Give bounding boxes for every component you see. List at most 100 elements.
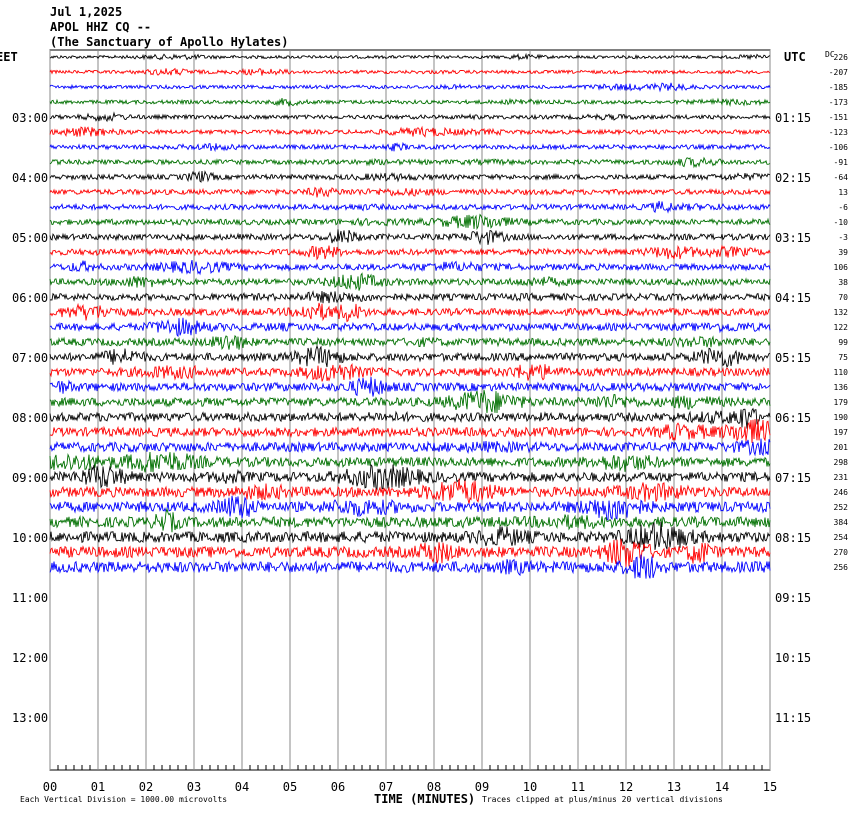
- dc-offset: 384: [834, 518, 849, 527]
- trace: [49, 67, 771, 76]
- plot-frame: [49, 49, 771, 771]
- dc-offset: 298: [834, 458, 849, 467]
- dc-offset: 226: [834, 53, 849, 62]
- trace: [49, 244, 771, 261]
- right-hour-label: 03:15: [775, 231, 811, 245]
- trace: [49, 451, 771, 473]
- location: (The Sanctuary of Apollo Hylates): [50, 35, 288, 49]
- dc-offset: -91: [834, 158, 849, 167]
- trace: [49, 200, 771, 214]
- right-hour-label: 09:15: [775, 591, 811, 605]
- trace: [49, 438, 771, 457]
- x-tick-label: 07: [379, 780, 393, 794]
- trace: [49, 344, 771, 368]
- trace: [49, 52, 771, 62]
- left-hour-label: 12:00: [12, 651, 48, 665]
- trace: [49, 156, 771, 169]
- dc-offset: 136: [834, 383, 849, 392]
- dc-offset: -6: [838, 203, 848, 212]
- dc-offset: -151: [829, 113, 848, 122]
- x-tick-label: 04: [235, 780, 249, 794]
- dc-offset: 197: [834, 428, 849, 437]
- dc-offset: 122: [834, 323, 849, 332]
- left-hour-label: 03:00: [12, 111, 48, 125]
- trace: [49, 97, 771, 108]
- dc-offset: 106: [834, 263, 849, 272]
- dc-offset: 39: [838, 248, 848, 257]
- dc-offset: 99: [838, 338, 848, 347]
- trace: [49, 495, 771, 521]
- dc-offset: 132: [834, 308, 849, 317]
- left-hour-label: 07:00: [12, 351, 48, 365]
- station: APOL HHZ CQ --: [50, 20, 151, 34]
- dc-offset: 254: [834, 533, 849, 542]
- dc-offset: 270: [834, 548, 849, 557]
- right-hour-label: 01:15: [775, 111, 811, 125]
- trace: [49, 272, 771, 291]
- dc-offset: 246: [834, 488, 849, 497]
- left-hour-label: 08:00: [12, 411, 48, 425]
- trace: [49, 317, 771, 338]
- trace: [49, 290, 771, 304]
- trace: [49, 229, 771, 246]
- right-hour-label: 07:15: [775, 471, 811, 485]
- trace: [49, 463, 771, 491]
- left-axis-title: EET: [0, 50, 18, 64]
- x-tick-label: 14: [715, 780, 729, 794]
- right-hour-label: 02:15: [775, 171, 811, 185]
- x-tick-label: 13: [667, 780, 681, 794]
- x-tick-label: 06: [331, 780, 345, 794]
- trace: [49, 419, 771, 443]
- x-tick-label: 05: [283, 780, 297, 794]
- trace: [49, 554, 771, 579]
- dc-offset: -10: [834, 218, 849, 227]
- trace: [49, 260, 771, 276]
- x-tick-label: 09: [475, 780, 489, 794]
- trace: [49, 538, 771, 568]
- dc-title: DC: [825, 50, 835, 59]
- x-tick-label: 12: [619, 780, 633, 794]
- dc-offset: -207: [829, 68, 848, 77]
- dc-offset: 70: [838, 293, 848, 302]
- dc-offset: -173: [829, 98, 848, 107]
- left-hour-label: 11:00: [12, 591, 48, 605]
- trace: [49, 507, 771, 533]
- dc-offset: -185: [829, 83, 848, 92]
- trace: [49, 302, 771, 323]
- right-hour-label: 06:15: [775, 411, 811, 425]
- trace: [49, 407, 771, 429]
- trace: [49, 376, 771, 397]
- scale-note: Each Vertical Division = 1000.00 microvo…: [20, 795, 227, 804]
- x-tick-label: 03: [187, 780, 201, 794]
- left-hour-label: 13:00: [12, 711, 48, 725]
- dc-offset: 13: [838, 188, 848, 197]
- x-tick-label: 11: [571, 780, 585, 794]
- right-hour-label: 04:15: [775, 291, 811, 305]
- right-hour-label: 08:15: [775, 531, 811, 545]
- dc-offset: 38: [838, 278, 848, 287]
- dc-offset: 256: [834, 563, 849, 572]
- left-hour-label: 05:00: [12, 231, 48, 245]
- trace: [49, 334, 771, 351]
- trace: [49, 82, 771, 93]
- trace: [49, 186, 771, 198]
- trace: [49, 111, 771, 123]
- dc-offset: -106: [829, 143, 848, 152]
- x-axis-title: TIME (MINUTES): [374, 792, 475, 806]
- right-hour-label: 05:15: [775, 351, 811, 365]
- x-tick-label: 01: [91, 780, 105, 794]
- right-axis-title: UTC: [784, 50, 806, 64]
- left-hour-label: 09:00: [12, 471, 48, 485]
- x-tick-label: 10: [523, 780, 537, 794]
- dc-offset: 75: [838, 353, 848, 362]
- date: Jul 1,2025: [50, 5, 122, 19]
- dc-offset: 231: [834, 473, 849, 482]
- trace: [49, 213, 771, 231]
- dc-offset: 190: [834, 413, 849, 422]
- trace: [49, 521, 771, 551]
- trace: [49, 170, 771, 183]
- dc-offset: -123: [829, 128, 848, 137]
- x-tick-label: 15: [763, 780, 777, 794]
- x-tick-label: 08: [427, 780, 441, 794]
